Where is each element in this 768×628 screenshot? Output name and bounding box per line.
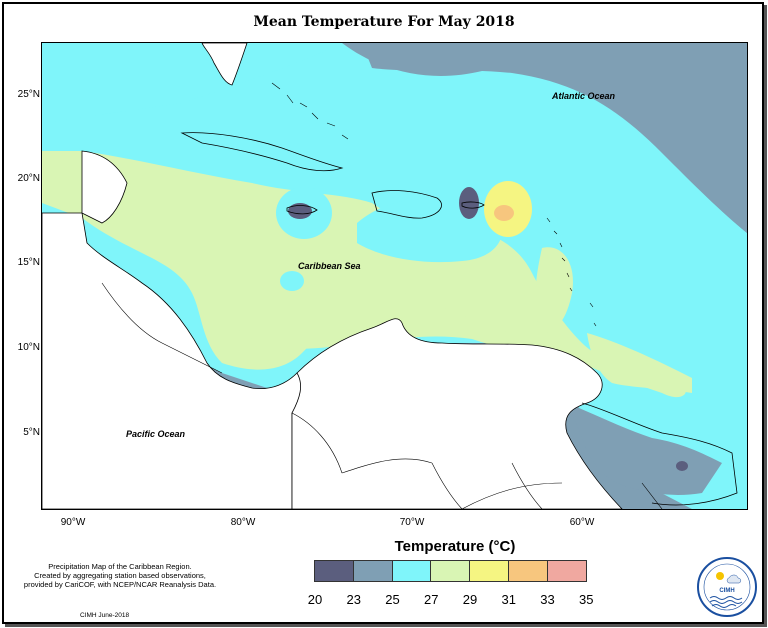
legend-swatch	[353, 561, 393, 581]
lat-tick-10n: 10°N	[17, 342, 40, 353]
map-title: Mean Temperature For May 2018	[253, 14, 515, 30]
land-puerto-rico	[461, 201, 485, 209]
cimh-logo-icon: CIMH	[697, 557, 757, 617]
lon-tick-80w: 80°W	[230, 517, 256, 528]
lon-tick-90w: 90°W	[60, 517, 86, 528]
zone-20-23-jamaica	[288, 203, 312, 219]
lat-tick-20n: 20°N	[17, 173, 40, 184]
zone-guiana-23-25	[567, 403, 722, 495]
legend-swatch	[392, 561, 432, 581]
legend-tick-label: 29	[462, 592, 478, 607]
legend-swatch	[315, 561, 354, 581]
zone-25-27-north	[42, 43, 342, 123]
zone-20-23-pr	[459, 187, 479, 219]
land-yucatan	[81, 150, 128, 224]
legend-tick-label: 35	[579, 592, 594, 607]
zone-guiana-20-23	[676, 461, 688, 471]
lat-tick-15n: 15°N	[17, 257, 40, 268]
lat-tick-25n: 25°N	[17, 89, 40, 100]
land-lesser-antilles	[546, 217, 597, 327]
land-cuba	[180, 132, 344, 172]
zone-antilles-green	[535, 247, 573, 333]
atlantic-ocean-label: Atlantic Ocean	[551, 91, 616, 101]
land-guianas	[581, 402, 738, 506]
legend-tick-label: 20	[307, 592, 323, 607]
legend-colorbar	[314, 560, 588, 582]
legend-swatch	[508, 561, 548, 581]
land-bahamas	[271, 82, 349, 140]
legend-swatch	[470, 561, 509, 581]
lat-tick-5n: 5°N	[23, 427, 40, 438]
legend-tick-label: 23	[346, 592, 361, 607]
zone-atlantic-23-25	[362, 43, 747, 233]
legend-tick-label: 31	[501, 592, 516, 607]
land-jamaica	[286, 205, 318, 215]
logo-text: CIMH	[719, 588, 734, 594]
legend-tick-label: 25	[385, 592, 400, 607]
zone-31-33	[494, 205, 514, 221]
land-florida	[201, 43, 248, 86]
credit-line-2: Created by aggregating station based obs…	[34, 571, 206, 580]
legend-title: Temperature (°C)	[394, 538, 516, 555]
temperature-map: Atlantic Ocean Caribbean Sea Pacific Oce…	[42, 43, 747, 509]
land-borders	[101, 282, 663, 509]
credit-text: Precipitation Map of the Caribbean Regio…	[20, 562, 220, 589]
zone-guiana-green	[587, 333, 692, 393]
legend-tick-label: 27	[424, 592, 439, 607]
legend-swatch	[547, 561, 587, 581]
zone-small-cyan	[280, 271, 304, 291]
lon-tick-70w: 70°W	[399, 517, 425, 528]
credit-line-1: Precipitation Map of the Caribbean Regio…	[48, 562, 192, 571]
land-south-america	[291, 318, 623, 509]
legend-swatch	[431, 561, 470, 581]
lon-tick-60w: 60°W	[569, 517, 595, 528]
caribbean-sea-label: Caribbean Sea	[298, 261, 361, 271]
credit-date: CIMH June-2018	[80, 612, 130, 619]
map-area: Atlantic Ocean Caribbean Sea Pacific Oce…	[41, 42, 748, 510]
legend-tick-label: 33	[540, 592, 555, 607]
land-hispaniola	[371, 190, 442, 219]
pacific-ocean-label: Pacific Ocean	[126, 429, 186, 439]
credit-line-3: provided by CariCOF, with NCEP/NCAR Rean…	[23, 580, 217, 589]
